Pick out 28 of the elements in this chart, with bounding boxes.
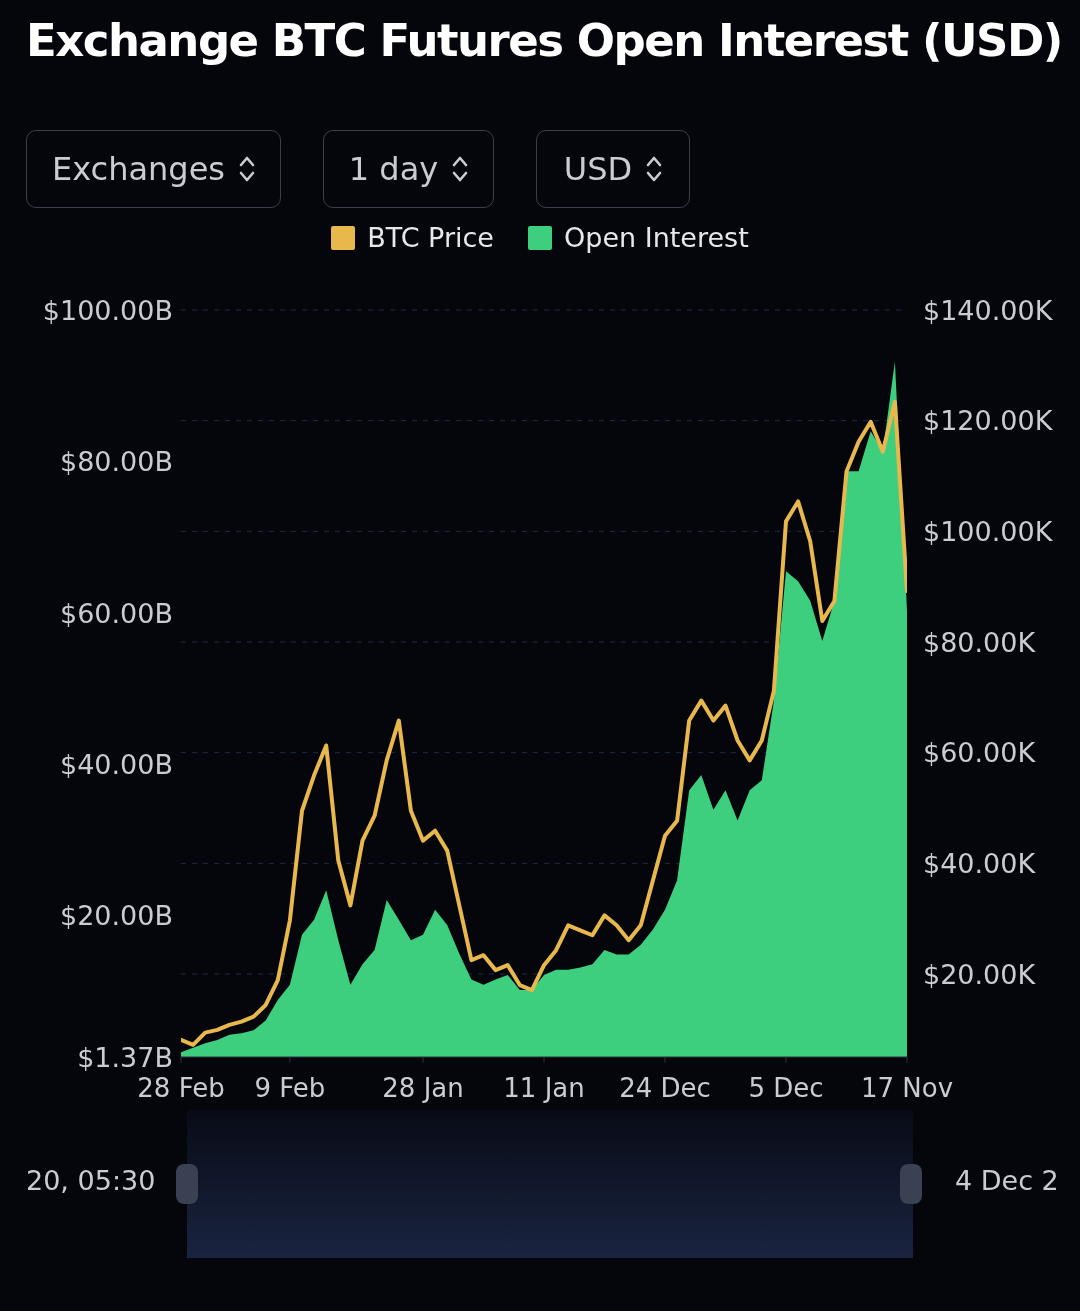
- y-tick-label: $80.00B: [60, 446, 173, 478]
- y-tick-label: $100.00B: [42, 294, 173, 326]
- y2-tick-label: $40.00K: [923, 847, 1037, 879]
- x-tick-label: 17 Nov: [860, 1073, 954, 1104]
- x-tick-label: 5 Dec: [748, 1073, 824, 1104]
- dropdown: 1 day: [323, 130, 494, 208]
- y-tick-label: $1.37B: [77, 1041, 173, 1073]
- x-tick-label: 11 Jan: [503, 1073, 585, 1104]
- chart-title: Exchange BTC Futures Open Interest (USD): [26, 14, 1062, 67]
- dropdown: Exchanges: [26, 130, 281, 208]
- y2-tick-label: $120.00K: [923, 405, 1054, 437]
- y2-tick-label: $20.00K: [923, 958, 1037, 990]
- x-tick-label: 28 Feb: [137, 1073, 225, 1104]
- y-tick-label: $60.00B: [60, 597, 173, 629]
- y2-tick-label: $80.00K: [923, 626, 1037, 658]
- text: 20, 05:30: [26, 1165, 156, 1196]
- dropdown: USD: [536, 130, 690, 208]
- y2-tick-label: $100.00K: [923, 515, 1054, 547]
- legend-label: Open Interest: [563, 222, 749, 253]
- x-tick-label: 24 Dec: [619, 1073, 711, 1104]
- y-tick-label: $20.00B: [60, 900, 173, 932]
- y2-tick-label: $60.00K: [923, 737, 1037, 769]
- x-tick-label: 28 Jan: [382, 1073, 464, 1104]
- text: 4 Dec 2: [955, 1165, 1059, 1196]
- y2-tick-label: $140.00K: [923, 294, 1054, 326]
- x-tick-label: 9 Feb: [254, 1073, 326, 1104]
- y-tick-label: $40.00B: [60, 749, 173, 781]
- legend-label: BTC Price: [367, 222, 494, 253]
